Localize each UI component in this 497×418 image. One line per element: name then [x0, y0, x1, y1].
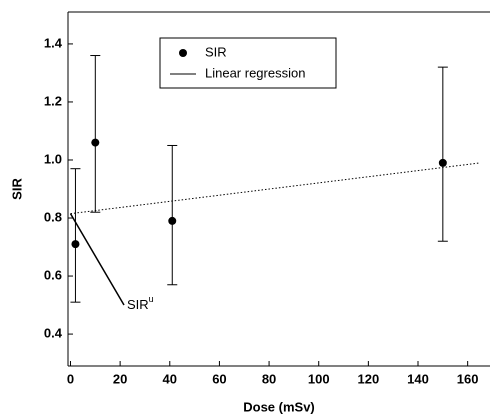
- x-axis-label: Dose (mSv): [243, 399, 315, 414]
- annotation: SIRu: [127, 294, 154, 312]
- y-tick-label: 0.8: [44, 209, 62, 224]
- y-axis-label: SIR: [9, 178, 24, 200]
- x-tick-label: 40: [163, 371, 177, 386]
- x-tick-label: 160: [457, 371, 479, 386]
- legend-label: SIR: [205, 44, 227, 59]
- point: [71, 240, 80, 249]
- legend-marker: [179, 49, 187, 57]
- y-tick-label: 0.6: [44, 267, 62, 282]
- x-tick-label: 20: [113, 371, 127, 386]
- y-tick-label: 0.4: [44, 326, 63, 341]
- x-tick-label: 0: [67, 371, 74, 386]
- x-tick-label: 60: [212, 371, 226, 386]
- y-tick-label: 1.0: [44, 151, 62, 166]
- error-bar: [437, 66, 448, 242]
- annotation-text: SIR: [127, 297, 149, 312]
- point: [168, 216, 177, 225]
- point: [91, 138, 100, 147]
- x-tick-label: 120: [358, 371, 380, 386]
- x-tick-label: 80: [262, 371, 276, 386]
- regression-line: [70, 162, 481, 215]
- annotation-superscript: u: [149, 294, 154, 304]
- annotation-line: [69, 213, 125, 306]
- point: [438, 158, 447, 167]
- x-tick-label: 140: [407, 371, 429, 386]
- legend-label: Linear regression: [205, 65, 305, 80]
- error-bar: [90, 55, 101, 213]
- error-bar: [70, 168, 81, 303]
- x-tick-label: 100: [308, 371, 330, 386]
- y-tick-label: 1.2: [44, 93, 62, 108]
- y-tick-label: 1.4: [44, 35, 63, 50]
- error-bar: [167, 144, 178, 286]
- legend-box: [159, 37, 337, 89]
